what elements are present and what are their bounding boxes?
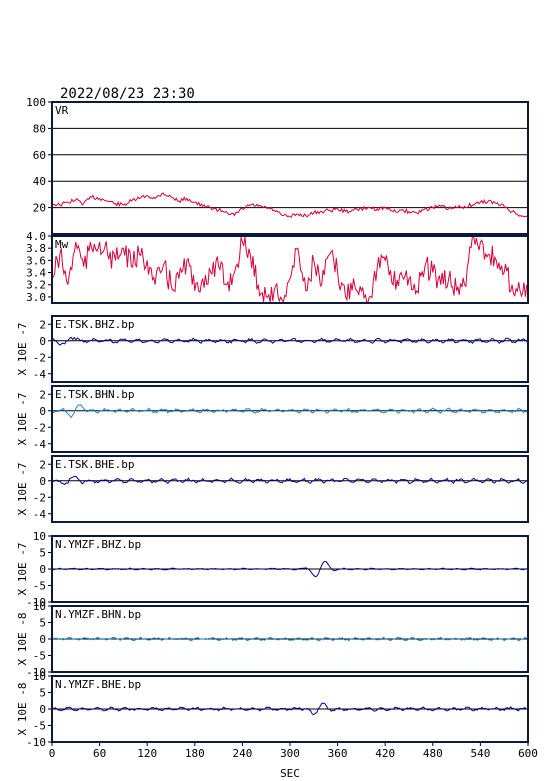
panel-n-ymzf-bhe-bp: -10 -5 0 5 10 N.YMZF.BHE.bp X 10E -8 [16, 670, 529, 749]
y-axis-label: X 10E -7 [16, 463, 29, 516]
panel-frame [51, 455, 529, 523]
y-tick-label: 10 [33, 670, 46, 683]
y-tick-label: -10 [26, 596, 46, 609]
panel-frame [51, 535, 529, 603]
panel-n-ymzf-bhn-bp: -10 -5 0 5 10 N.YMZF.BHN.bp X 10E -8 [16, 600, 529, 679]
panel-label: N.YMZF.BHE.bp [55, 678, 141, 691]
panel-frame [51, 605, 529, 673]
y-tick-label: 5 [39, 617, 46, 630]
panel-label: VR [55, 104, 69, 117]
x-tick-label: 300 [280, 747, 300, 760]
x-tick-label: 60 [93, 747, 106, 760]
y-axis-label: X 10E -7 [16, 323, 29, 376]
x-tick-label: 480 [423, 747, 443, 760]
panel-label: E.TSK.BHE.bp [55, 458, 134, 471]
y-tick-label: 2 [39, 388, 46, 401]
y-tick-label: -2 [33, 351, 46, 364]
series-line [51, 404, 529, 419]
x-tick-label: 0 [49, 747, 56, 760]
series-line [51, 336, 529, 346]
panel-label: N.YMZF.BHZ.bp [55, 538, 141, 551]
x-tick-label: 180 [185, 747, 205, 760]
y-tick-label: -10 [26, 736, 46, 749]
y-axis-label: X 10E -7 [16, 393, 29, 446]
x-tick-label: 360 [328, 747, 348, 760]
chart-title: 2022/08/23 23:30 [60, 86, 195, 102]
panel-frame [51, 101, 529, 235]
panel-frame [51, 385, 529, 453]
panel-label: N.YMZF.BHN.bp [55, 608, 141, 621]
x-axis-label: SEC [280, 767, 300, 780]
y-tick-label: 0 [39, 405, 46, 418]
y-tick-label: 0 [39, 633, 46, 646]
y-tick-label: 2 [39, 318, 46, 331]
y-axis-label: X 10E -7 [16, 543, 29, 596]
y-tick-label: 4.0 [26, 230, 46, 243]
y-axis-label: X 10E -8 [16, 613, 29, 666]
series-line [51, 192, 529, 218]
panel-mw: 3.03.23.43.63.84.0 Mw [26, 230, 529, 304]
panel-label: Mw [55, 238, 69, 251]
x-tick-label: 420 [375, 747, 395, 760]
y-tick-label: 5 [39, 547, 46, 560]
series-line [51, 702, 529, 716]
y-tick-label: -10 [26, 666, 46, 679]
y-tick-label: 20 [33, 202, 46, 215]
y-tick-label: -5 [33, 720, 46, 733]
y-tick-label: -4 [33, 368, 47, 381]
y-tick-label: 0 [39, 703, 46, 716]
y-tick-label: 3.2 [26, 279, 46, 292]
x-tick-label: 240 [232, 747, 252, 760]
y-tick-label: 0 [39, 335, 46, 348]
y-tick-label: -5 [33, 650, 46, 663]
y-tick-label: 60 [33, 149, 46, 162]
y-tick-label: -4 [33, 508, 47, 521]
panel-frame [51, 315, 529, 383]
panel-label: E.TSK.BHN.bp [55, 388, 134, 401]
y-tick-label: -2 [33, 421, 46, 434]
x-tick-label: 120 [137, 747, 157, 760]
y-tick-label: 10 [33, 600, 46, 613]
y-tick-label: 100 [26, 96, 46, 109]
panel-label: E.TSK.BHZ.bp [55, 318, 134, 331]
panel-frame [51, 235, 529, 304]
series-line [51, 560, 529, 578]
y-tick-label: -5 [33, 580, 46, 593]
y-tick-label: 40 [33, 175, 46, 188]
y-tick-label: -4 [33, 438, 47, 451]
y-tick-label: 2 [39, 458, 46, 471]
y-tick-label: 10 [33, 530, 46, 543]
y-tick-label: 3.0 [26, 291, 46, 304]
y-tick-label: 5 [39, 687, 46, 700]
panel-e-tsk-bhe-bp: -4 -2 0 2 E.TSK.BHE.bp X 10E -7 [16, 455, 529, 523]
y-tick-label: 3.6 [26, 254, 46, 267]
y-tick-label: 80 [33, 122, 46, 135]
series-line [51, 636, 529, 642]
x-tick-label: 600 [518, 747, 538, 760]
panel-e-tsk-bhn-bp: -4 -2 0 2 E.TSK.BHN.bp X 10E -7 [16, 385, 529, 453]
panel-vr: 20 40 60 80 100 VR [26, 96, 529, 235]
panel-n-ymzf-bhz-bp: -10 -5 0 5 10 N.YMZF.BHZ.bp X 10E -7 [16, 530, 529, 609]
y-tick-label: 3.4 [26, 267, 46, 280]
series-line [51, 475, 529, 486]
y-tick-label: 3.8 [26, 242, 46, 255]
x-axis: 0 60 120 180 240 300 360 420 480 540 600 [49, 742, 538, 760]
y-tick-label: 0 [39, 563, 46, 576]
series-line [51, 235, 529, 304]
y-tick-label: 0 [39, 475, 46, 488]
y-tick-label: -2 [33, 491, 46, 504]
panel-e-tsk-bhz-bp: -4 -2 0 2 E.TSK.BHZ.bp X 10E -7 [16, 315, 529, 383]
y-axis-label: X 10E -8 [16, 683, 29, 736]
x-tick-label: 540 [470, 747, 490, 760]
